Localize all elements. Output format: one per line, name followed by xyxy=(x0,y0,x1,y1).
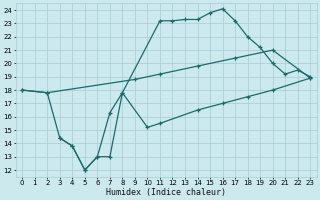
X-axis label: Humidex (Indice chaleur): Humidex (Indice chaleur) xyxy=(106,188,226,197)
